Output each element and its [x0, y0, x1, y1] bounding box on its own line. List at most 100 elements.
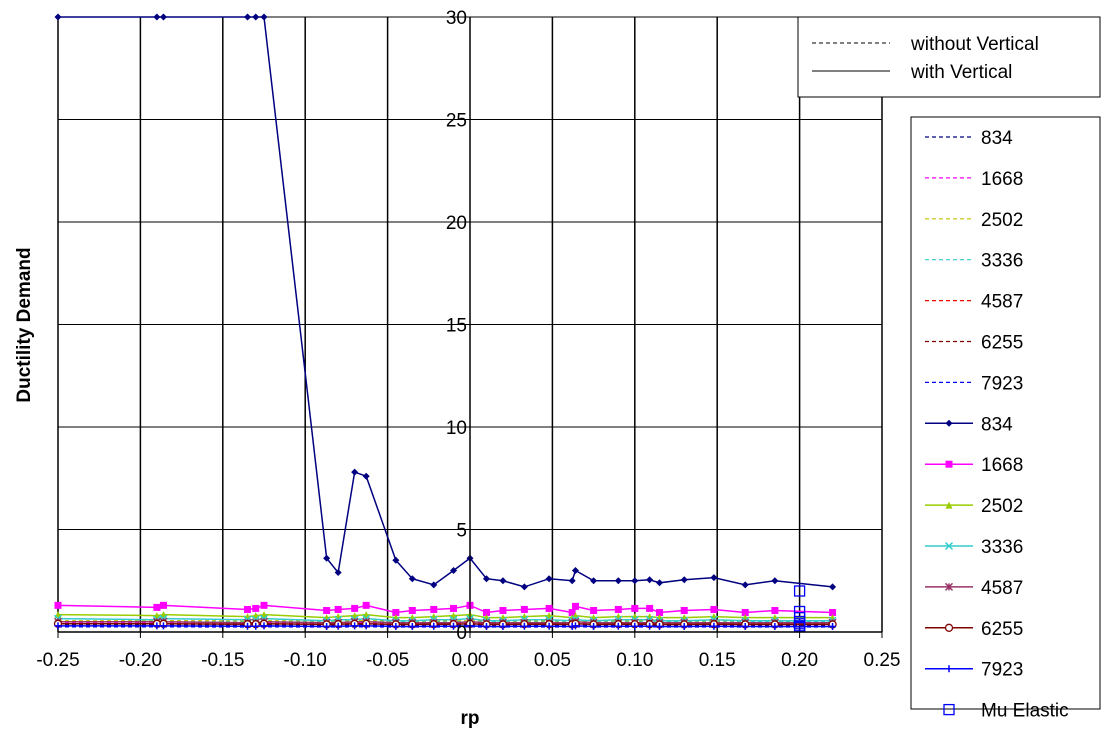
data-point	[545, 622, 553, 630]
data-point	[710, 574, 718, 582]
legend-label: 1668	[981, 455, 1023, 476]
data-point	[614, 577, 622, 585]
data-point	[646, 622, 654, 630]
legend-entry: 4587	[925, 292, 1023, 313]
legend-entry: 2502	[925, 210, 1023, 231]
data-point	[499, 577, 507, 585]
data-point	[499, 606, 507, 614]
data-point	[741, 609, 749, 617]
y-tick-label: 30	[446, 8, 467, 29]
data-point	[430, 622, 438, 630]
data-point	[153, 603, 161, 611]
data-point	[392, 622, 400, 630]
series-mu-elastic	[793, 585, 806, 633]
data-point	[244, 13, 252, 21]
data-point	[351, 622, 359, 630]
data-point	[520, 605, 528, 613]
y-tick-label: 0	[456, 623, 467, 644]
x-axis-title: rp	[461, 708, 480, 729]
data-point	[54, 13, 62, 21]
data-point	[710, 605, 718, 613]
style-legend-label: without Vertical	[910, 34, 1039, 55]
data-point	[153, 622, 161, 630]
data-point	[362, 622, 370, 630]
legend-marker	[944, 623, 954, 632]
data-point	[323, 622, 331, 630]
data-point	[159, 601, 167, 609]
x-tick-label: 0.10	[616, 650, 653, 671]
data-point	[482, 575, 490, 583]
data-point	[54, 622, 62, 630]
series-line	[58, 16, 833, 588]
data-point	[680, 576, 688, 584]
style-legend: without Vertical with Vertical	[797, 16, 1101, 98]
y-tick-label: 15	[446, 316, 467, 337]
data-point	[392, 609, 400, 617]
data-point	[829, 622, 837, 630]
data-point	[450, 567, 458, 574]
x-axis: -0.25 -0.20 -0.15 -0.10 -0.05 0.00 0.05 0.10 0.1…	[36, 631, 901, 671]
data-point	[545, 604, 553, 612]
data-point	[159, 13, 167, 21]
series-legend-box	[910, 116, 1101, 710]
data-point	[408, 575, 416, 583]
legend-label: 1668	[981, 169, 1023, 190]
legend-marker	[944, 541, 954, 551]
x-tick-label: 0.15	[699, 650, 736, 671]
y-tick-label: 5	[456, 521, 467, 542]
data-point	[362, 601, 370, 609]
legend-label: 4587	[981, 578, 1023, 599]
data-point	[571, 602, 579, 610]
data-point	[568, 577, 576, 585]
legend-label: 6255	[981, 333, 1023, 354]
data-point	[680, 622, 688, 630]
series-7923-solid	[54, 622, 837, 630]
x-tick-label: 0.25	[864, 650, 901, 671]
series-layer	[53, 13, 837, 633]
data-point	[710, 622, 718, 630]
data-point	[829, 583, 837, 591]
legend-label: 834	[981, 128, 1013, 149]
data-point	[680, 606, 688, 614]
y-axis-title: Ductility Demand	[14, 247, 35, 402]
y-tick-label: 25	[446, 111, 467, 132]
style-legend-box	[797, 16, 1101, 98]
legend-marker	[945, 419, 953, 427]
data-point	[334, 622, 342, 630]
x-tick-label: -0.15	[201, 650, 244, 671]
legend-marker	[945, 460, 953, 468]
data-point	[408, 606, 416, 614]
legend-label: 4587	[981, 292, 1023, 313]
data-point	[656, 579, 664, 587]
data-point	[334, 569, 342, 577]
data-point	[482, 622, 490, 630]
legend-entry: 2502	[925, 496, 1023, 517]
data-point	[153, 13, 161, 21]
data-point	[646, 576, 654, 584]
legend-entry: Mu Elastic	[943, 701, 1069, 722]
data-point	[656, 622, 664, 630]
legend-label: 3336	[981, 537, 1023, 558]
legend-entry: 7923	[925, 373, 1023, 394]
data-point	[260, 622, 268, 630]
data-point	[793, 585, 806, 597]
data-point	[614, 605, 622, 613]
data-point	[430, 605, 438, 613]
legend-marker	[945, 665, 953, 673]
x-tick-label: 0.20	[781, 650, 818, 671]
data-point	[741, 581, 749, 589]
x-tick-label: -0.05	[366, 650, 409, 671]
data-point	[351, 604, 359, 612]
data-point	[260, 601, 268, 609]
legend-label: 7923	[981, 660, 1023, 681]
legend-label: 3336	[981, 251, 1023, 272]
legend-entry: 6255	[925, 619, 1023, 640]
data-point	[252, 622, 260, 630]
data-point	[450, 622, 458, 630]
series-1668-solid	[54, 601, 837, 617]
data-point	[571, 622, 579, 630]
data-point	[771, 577, 779, 585]
data-point	[631, 577, 639, 585]
data-point	[545, 575, 553, 583]
